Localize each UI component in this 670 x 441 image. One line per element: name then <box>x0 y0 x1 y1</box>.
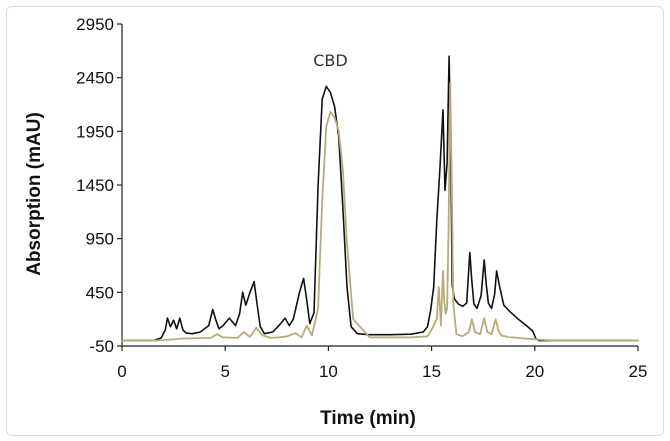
y-tick-label: 2950 <box>76 15 114 34</box>
chart-frame <box>6 6 664 436</box>
y-axis-label: Absorption (mAU) <box>24 112 45 276</box>
x-tick-label: 10 <box>319 362 338 381</box>
x-tick-label: 15 <box>422 362 441 381</box>
series-line-2 <box>121 82 639 342</box>
plot-area <box>121 55 639 342</box>
y-tick-label: 1450 <box>76 176 114 195</box>
y-tick-label: 1950 <box>76 122 114 141</box>
series-line-1 <box>121 55 639 342</box>
ticks: -50 450 950 1450 1950 2450 2950 0 5 10 15 20 25 <box>76 15 647 381</box>
y-tick-label: -50 <box>89 337 114 356</box>
x-tick-label: 5 <box>220 362 229 381</box>
y-tick-label: 2450 <box>76 69 114 88</box>
x-tick-label: 0 <box>117 362 126 381</box>
y-tick-label: 450 <box>86 283 114 302</box>
x-tick-label: 20 <box>525 362 544 381</box>
axes <box>121 24 638 347</box>
x-axis-label: Time (min) <box>320 408 416 429</box>
x-tick-label: 25 <box>629 362 648 381</box>
y-tick-label: 950 <box>86 230 114 249</box>
annotations: CBD <box>313 51 347 70</box>
annotation-label: CBD <box>313 51 347 70</box>
